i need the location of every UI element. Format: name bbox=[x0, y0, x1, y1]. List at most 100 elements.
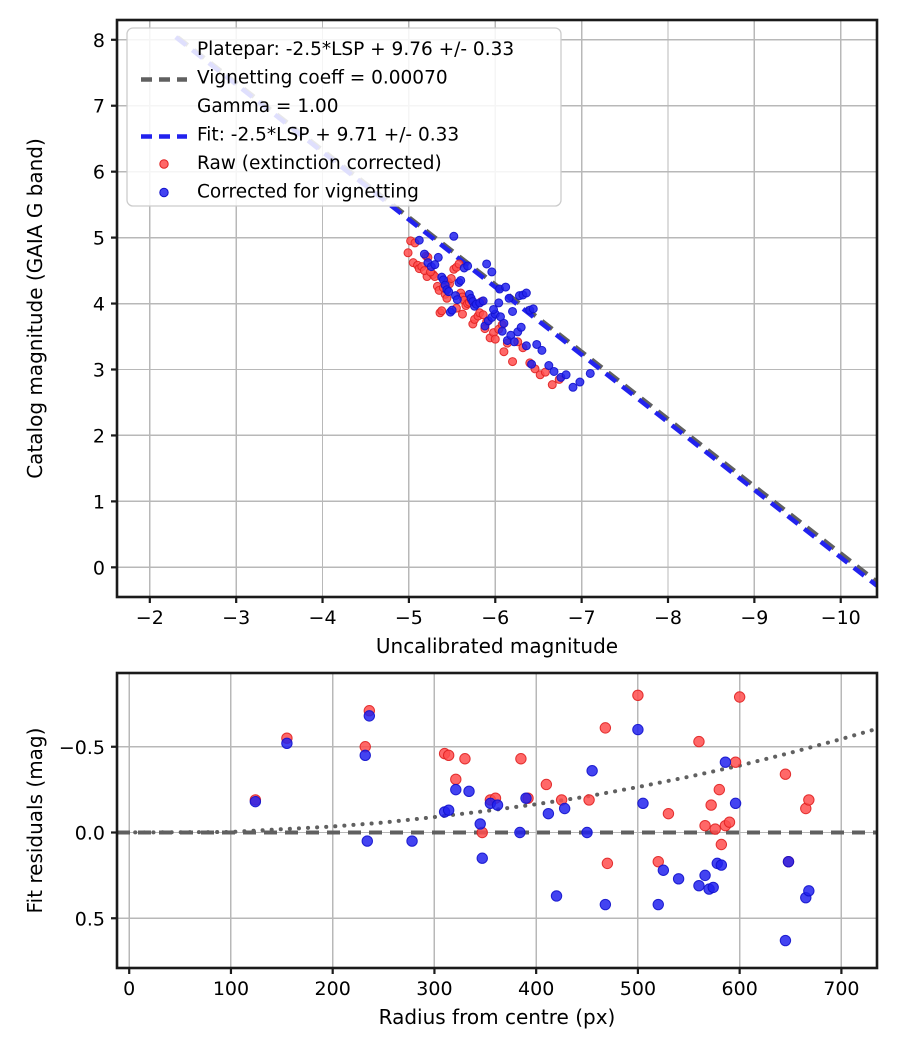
data-point bbox=[281, 737, 293, 750]
legend-label: Platepar: -2.5*LSP + 9.76 +/- 0.33 bbox=[197, 39, 514, 60]
axes-frame bbox=[115, 18, 879, 599]
xtick-label: 300 bbox=[416, 978, 452, 1000]
data-point bbox=[599, 722, 612, 734]
data-point bbox=[478, 296, 488, 306]
data-point bbox=[585, 368, 595, 378]
data-point bbox=[414, 235, 424, 245]
xtick-label: 600 bbox=[722, 978, 758, 1000]
data-point bbox=[652, 855, 664, 868]
x-axis-label: Radius from centre (px) bbox=[379, 1005, 616, 1029]
data-point bbox=[452, 295, 462, 305]
data-point bbox=[419, 249, 429, 259]
xtick-label: −7 bbox=[568, 607, 596, 629]
data-point bbox=[520, 792, 532, 804]
data-point bbox=[437, 306, 447, 316]
data-point bbox=[489, 304, 499, 314]
xtick-label: −10 bbox=[821, 607, 861, 629]
data-point bbox=[540, 778, 553, 791]
data-point bbox=[476, 852, 488, 864]
xtick-label: −3 bbox=[222, 607, 250, 629]
data-point bbox=[406, 835, 418, 847]
data-point bbox=[527, 359, 537, 369]
data-point bbox=[733, 691, 746, 703]
data-point bbox=[705, 799, 717, 811]
xtick-label: −8 bbox=[654, 607, 682, 629]
data-point bbox=[601, 857, 614, 870]
data-point bbox=[547, 380, 557, 390]
data-point bbox=[449, 231, 459, 241]
data-point bbox=[693, 879, 705, 892]
panel-photometry-calibration: −2 −3 −4 −5 −6 −7 −8 −9 −10 0 1 2 3 4 5 6 7 8 Uncalibrated… bbox=[23, 18, 879, 658]
xtick-label: 500 bbox=[620, 978, 656, 1000]
y-axis-label: Catalog magnitude (GAIA G band) bbox=[23, 138, 47, 479]
ytick-label: 0.5 bbox=[75, 908, 105, 930]
data-point bbox=[516, 322, 526, 332]
data-point bbox=[491, 799, 504, 811]
gridlines bbox=[117, 673, 877, 968]
data-point bbox=[575, 377, 585, 387]
ytick-label: 8 bbox=[93, 30, 105, 52]
xtick-label: −9 bbox=[740, 607, 768, 629]
data-point bbox=[803, 794, 815, 806]
data-point bbox=[456, 275, 466, 285]
data-point bbox=[672, 873, 685, 885]
xtick-label: −5 bbox=[395, 607, 423, 629]
legend-label: Vignetting coeff = 0.00070 bbox=[197, 68, 448, 89]
data-point bbox=[433, 252, 443, 262]
data-point bbox=[693, 735, 705, 748]
data-point bbox=[723, 816, 736, 828]
legend-entry[interactable]: Fit: -2.5*LSP + 9.71 +/- 0.33 bbox=[141, 125, 459, 146]
data-point bbox=[544, 361, 554, 371]
legend-raw-dot-swatch bbox=[159, 159, 169, 169]
data-point bbox=[568, 382, 578, 392]
data-point bbox=[532, 339, 542, 349]
legend-label: Raw (extinction corrected) bbox=[197, 153, 442, 174]
data-point bbox=[521, 288, 531, 298]
legend-entry[interactable]: Raw (extinction corrected) bbox=[159, 153, 442, 174]
ytick-label: 2 bbox=[93, 425, 105, 447]
legend-corrected-dot-swatch bbox=[159, 187, 169, 198]
xtick-label: 400 bbox=[518, 978, 554, 1000]
data-point bbox=[632, 689, 644, 701]
ytick-label: 4 bbox=[93, 294, 105, 316]
legend-entry[interactable]: Vignetting coeff = 0.00070 bbox=[141, 68, 448, 89]
data-point bbox=[715, 859, 728, 871]
data-point bbox=[729, 756, 742, 768]
data-point bbox=[542, 807, 555, 820]
data-point bbox=[662, 807, 675, 820]
data-point bbox=[550, 890, 563, 902]
data-point bbox=[699, 869, 711, 882]
data-point bbox=[499, 318, 509, 328]
legend-entry[interactable]: Platepar: -2.5*LSP + 9.76 +/- 0.33 bbox=[197, 39, 514, 60]
data-point bbox=[782, 855, 795, 868]
data-point bbox=[657, 864, 670, 876]
axis-ticks: 0 100 200 300 400 500 600 700 0.5 0.0 −0.5 bbox=[59, 737, 860, 1000]
series-raw-extinction-corrected bbox=[249, 689, 815, 870]
axis-ticks: −2 −3 −4 −5 −6 −7 −8 −9 −10 0 1 2 3 4 5 6 7 8 bbox=[93, 30, 861, 629]
data-point bbox=[508, 357, 518, 367]
ytick-label: 0.0 bbox=[75, 823, 105, 845]
data-point bbox=[249, 795, 262, 808]
data-point bbox=[528, 304, 538, 314]
data-point bbox=[361, 835, 373, 847]
data-point bbox=[501, 282, 511, 292]
ytick-label: 1 bbox=[93, 491, 105, 513]
data-point bbox=[494, 298, 504, 308]
data-point bbox=[487, 267, 497, 277]
legend-entry[interactable]: Corrected for vignetting bbox=[159, 182, 419, 203]
data-point bbox=[442, 804, 455, 816]
ytick-label: 6 bbox=[93, 162, 105, 184]
data-point bbox=[715, 838, 728, 851]
data-point bbox=[521, 341, 531, 351]
data-point bbox=[457, 309, 467, 319]
data-point bbox=[497, 326, 507, 336]
data-point bbox=[463, 261, 473, 271]
data-point bbox=[586, 765, 598, 777]
data-point bbox=[514, 826, 526, 839]
data-point bbox=[515, 753, 527, 765]
data-point bbox=[499, 347, 509, 357]
panel-fit-residuals: 0 100 200 300 400 500 600 700 0.5 0.0 −0.5 Radius f… bbox=[23, 671, 879, 1029]
legend-entry[interactable]: Gamma = 1.00 bbox=[197, 96, 339, 117]
ytick-label: −0.5 bbox=[59, 737, 105, 759]
xtick-label: 700 bbox=[823, 978, 859, 1000]
